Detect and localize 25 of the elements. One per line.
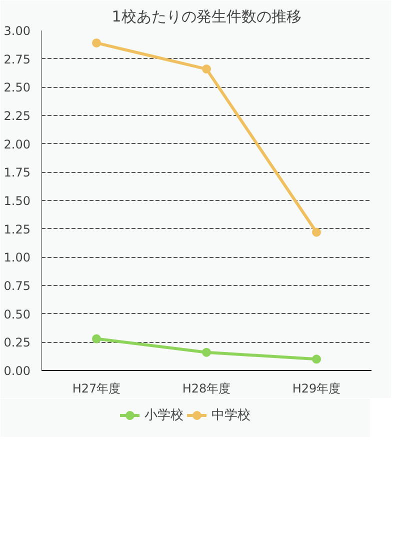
- y-tick-label: 0.50: [4, 307, 30, 322]
- point: [202, 348, 211, 357]
- x-tick-label: H28年度: [182, 382, 231, 396]
- point: [312, 228, 321, 237]
- y-tick-label: 2.00: [4, 137, 30, 152]
- x-tick-label: H29年度: [292, 382, 341, 396]
- point: [92, 334, 101, 344]
- legend-label: 中学校: [211, 407, 250, 424]
- y-tick-label: 2.50: [4, 80, 30, 95]
- y-tick-label: 0.75: [4, 279, 30, 293]
- y-tick-label: 1.50: [4, 194, 30, 208]
- y-tick-label: 1.25: [4, 222, 30, 236]
- point: [202, 64, 211, 74]
- y-tick-label: 1.75: [4, 166, 30, 180]
- point: [312, 354, 321, 364]
- y-tick-label: 0.00: [4, 364, 30, 378]
- legend-label: 小学校: [144, 407, 184, 424]
- point: [92, 38, 101, 48]
- x-tick-label: H27年度: [72, 382, 121, 396]
- chart-title: 1校あたりの発生件数の推移: [112, 8, 302, 26]
- y-tick-label: 1.00: [4, 250, 30, 265]
- y-tick-label: 2.25: [4, 109, 30, 123]
- y-tick-label: 0.25: [4, 336, 30, 350]
- y-tick-label: 2.75: [4, 52, 30, 66]
- y-tick-label: 3.00: [4, 24, 30, 38]
